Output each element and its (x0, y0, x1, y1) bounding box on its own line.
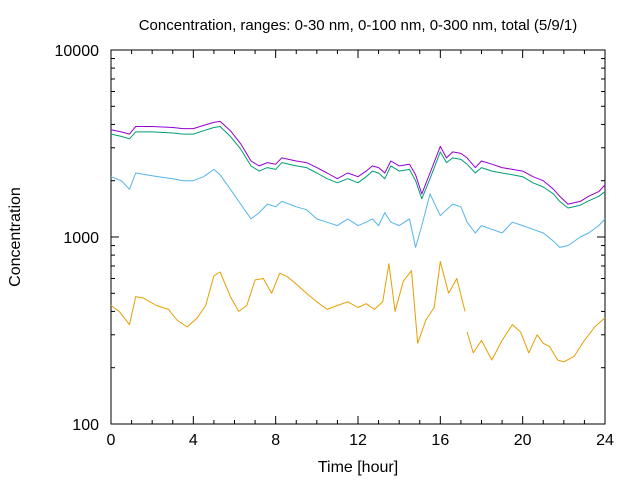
axis-ticks: 0 4 8 12 16 20 24 100 1000 10000 (55, 43, 615, 449)
y-tick-label: 100 (72, 417, 99, 434)
x-axis-label: Time [hour] (318, 459, 398, 476)
plot-frame (110, 49, 606, 425)
y-axis-label: Concentration (7, 187, 24, 287)
x-tick-label: 16 (431, 432, 449, 449)
series-line-1 (110, 120, 606, 205)
series-line-4 (110, 261, 606, 363)
y-tick-label: 10000 (55, 43, 100, 60)
x-tick-label: 0 (107, 432, 116, 449)
series-line-2 (110, 126, 606, 209)
series-line-3 (110, 168, 606, 248)
y-tick-label: 1000 (63, 230, 99, 247)
x-tick-label: 20 (514, 432, 532, 449)
x-tick-label: 24 (596, 432, 614, 449)
x-tick-label: 12 (349, 432, 367, 449)
x-tick-label: 8 (271, 432, 280, 449)
x-tick-label: 4 (189, 432, 198, 449)
series-layer (110, 120, 606, 363)
chart-title: Concentration, ranges: 0-30 nm, 0-100 nm… (139, 17, 578, 34)
